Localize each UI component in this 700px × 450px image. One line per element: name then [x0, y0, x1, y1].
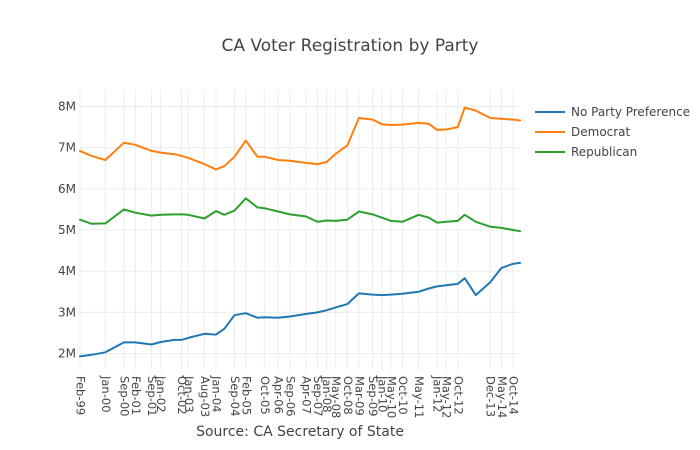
x-tick-label: Sep-09 [366, 376, 380, 416]
x-tick-label: Dec-13 [484, 376, 498, 417]
series-line-republican [79, 197, 521, 233]
x-tick-label: May-10 [384, 376, 398, 418]
x-tick-label: Feb-99 [74, 376, 88, 415]
x-tick-label: Oct-12 [451, 376, 465, 415]
series-line-no-party-preference [79, 261, 521, 358]
x-tick-label: Sep-00 [117, 376, 131, 416]
x-tick-label: Sep-01 [145, 376, 159, 416]
legend-label-no-party-preference: No Party Preference [571, 105, 690, 119]
x-tick-label: May-11 [412, 376, 426, 418]
y-tick-label: 7M [58, 141, 76, 155]
x-tick-label: Feb-05 [239, 376, 253, 415]
x-tick-label: May-12 [440, 376, 454, 418]
x-tick-label: Feb-01 [129, 376, 143, 415]
x-tick-label: Sep-04 [228, 376, 242, 416]
legend-label-democrat: Democrat [571, 125, 631, 139]
x-tick-label: Oct-02 [175, 376, 189, 415]
x-tick-label: Apr-07 [299, 376, 313, 414]
x-tick-label: Apr-06 [272, 376, 286, 414]
x-tick-label: Jan-08 [320, 375, 334, 413]
y-tick-label: 4M [58, 264, 76, 278]
series-line-democrat [79, 106, 521, 171]
y-tick-label: 3M [58, 305, 76, 319]
x-tick-label: May-08 [329, 376, 343, 418]
y-tick-label: 6M [58, 182, 76, 196]
x-tick-label: Aug-03 [198, 376, 212, 417]
y-tick-label: 5M [58, 223, 76, 237]
x-tick-label: Jan-04 [209, 375, 223, 413]
x-tick-label: Jan-10 [375, 375, 389, 413]
x-tick-label: Sep-06 [283, 376, 297, 416]
series-lines [79, 106, 521, 358]
x-tick-label: Oct-05 [258, 376, 272, 415]
x-tick-label: Oct-14 [507, 376, 521, 415]
x-tick-label: Jan-12 [431, 375, 445, 413]
y-axis-ticks: 2M 3M 4M 5M 6M 7M 8M [58, 99, 76, 360]
x-tick-label: Sep-07 [311, 376, 325, 416]
chart-title: CA Voter Registration by Party [222, 36, 479, 56]
x-tick-label: Jan-02 [154, 375, 168, 413]
y-gridlines [80, 105, 520, 355]
x-tick-label: Jan-00 [99, 375, 113, 413]
x-axis-label: Source: CA Secretary of State [196, 424, 404, 440]
x-tick-label: Mar-09 [352, 376, 366, 416]
legend: No Party Preference Democrat Republican [535, 105, 690, 159]
x-tick-label: Oct-10 [396, 376, 410, 415]
x-tick-label: Oct-08 [341, 376, 355, 415]
legend-label-republican: Republican [571, 145, 637, 159]
y-tick-label: 2M [58, 347, 76, 361]
x-tick-label: Jan-03 [182, 375, 196, 413]
x-tick-label: May-14 [495, 376, 509, 418]
y-tick-label: 8M [58, 99, 76, 113]
